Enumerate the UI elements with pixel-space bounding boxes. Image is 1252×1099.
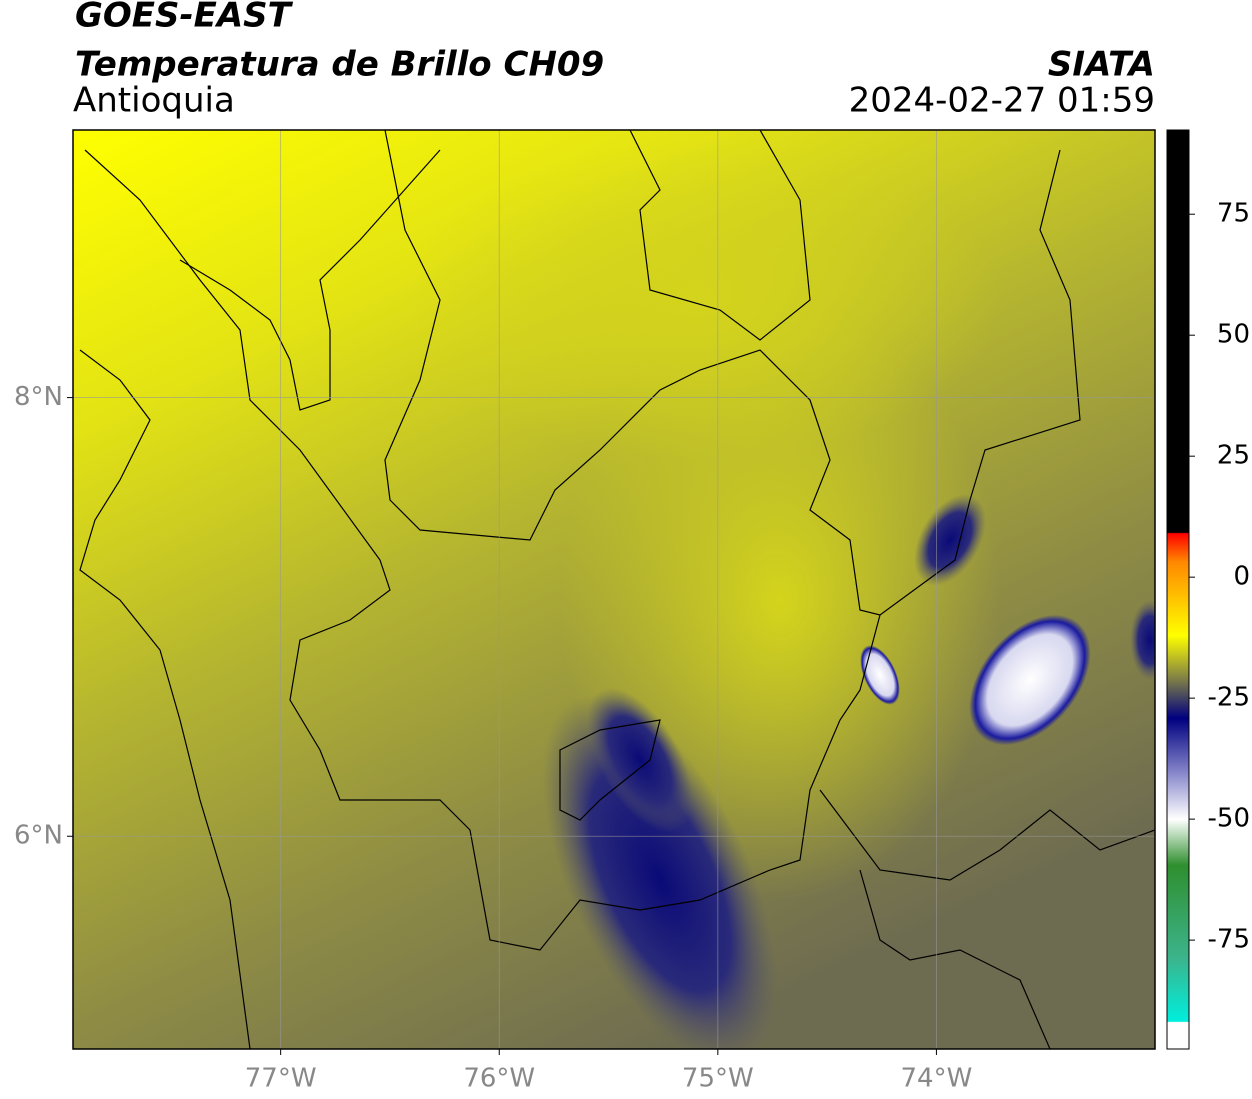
lon-tick-label: 76°W (463, 1064, 535, 1094)
colorbar-tick-label: -75 (1208, 925, 1250, 955)
lat-tick-label: 6°N (14, 821, 63, 851)
lon-tick-label: 75°W (682, 1064, 754, 1094)
region: Antioquia (73, 81, 235, 121)
colorbar-tick-label: -25 (1208, 683, 1250, 713)
colorbar (1166, 129, 1190, 1050)
graticule (73, 130, 1155, 1049)
colorbar-tick-label: 50 (1217, 320, 1250, 350)
subtitle: Temperatura de Brillo CH09 (75, 45, 604, 85)
lon-tick-label: 74°W (901, 1064, 973, 1094)
colorbar-tick-label: 0 (1233, 562, 1250, 592)
map-frame (72, 129, 1156, 1050)
datetime: 2024-02-27 01:59 (849, 81, 1155, 121)
title: GOES-EAST (75, 0, 294, 36)
map-field (73, 130, 1155, 1049)
colorbar-tick-label: 75 (1217, 199, 1250, 229)
source: SIATA (1048, 45, 1155, 85)
colorbar-tick-label: 25 (1217, 441, 1250, 471)
lon-tick-label: 77°W (245, 1064, 317, 1094)
colorbar-tick-label: -50 (1208, 804, 1250, 834)
lat-tick-label: 8°N (14, 382, 63, 412)
